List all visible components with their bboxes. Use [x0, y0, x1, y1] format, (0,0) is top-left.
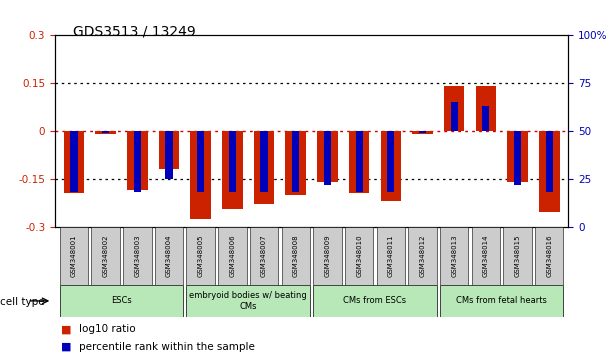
Bar — [503, 227, 532, 285]
Bar — [155, 227, 183, 285]
Bar — [186, 227, 215, 285]
Bar — [134, 131, 141, 192]
Bar — [127, 131, 148, 190]
Bar — [250, 227, 279, 285]
Bar — [387, 131, 395, 192]
Bar — [408, 227, 437, 285]
Bar — [159, 131, 180, 169]
Text: percentile rank within the sample: percentile rank within the sample — [79, 342, 255, 352]
Text: GSM348006: GSM348006 — [229, 234, 235, 277]
Bar — [70, 131, 78, 192]
Bar — [440, 227, 469, 285]
Text: ■: ■ — [61, 342, 71, 352]
Text: cell type: cell type — [0, 297, 45, 307]
Text: ■: ■ — [61, 324, 71, 334]
Bar — [313, 285, 437, 317]
Text: GSM348004: GSM348004 — [166, 234, 172, 277]
Bar — [381, 131, 401, 201]
Text: GSM348011: GSM348011 — [388, 234, 394, 277]
Bar — [535, 227, 563, 285]
Text: GSM348003: GSM348003 — [134, 234, 141, 277]
Bar — [102, 131, 109, 133]
Bar — [166, 131, 173, 179]
Text: GSM348007: GSM348007 — [261, 234, 267, 277]
Bar — [123, 227, 152, 285]
Bar — [507, 131, 528, 182]
Text: GSM348012: GSM348012 — [420, 234, 425, 277]
Bar — [472, 227, 500, 285]
Bar — [186, 285, 310, 317]
Bar — [285, 131, 306, 195]
Bar — [450, 102, 458, 131]
Bar — [313, 227, 342, 285]
Text: CMs from fetal hearts: CMs from fetal hearts — [456, 296, 547, 306]
Text: GSM348014: GSM348014 — [483, 234, 489, 277]
Bar — [324, 131, 331, 184]
Text: GDS3513 / 13249: GDS3513 / 13249 — [73, 25, 196, 39]
Bar — [60, 227, 88, 285]
Text: GSM348010: GSM348010 — [356, 234, 362, 277]
Bar — [514, 131, 521, 184]
Bar — [92, 227, 120, 285]
Bar — [222, 131, 243, 209]
Bar — [317, 131, 338, 182]
Text: ESCs: ESCs — [111, 296, 132, 306]
Text: embryoid bodies w/ beating
CMs: embryoid bodies w/ beating CMs — [189, 291, 307, 310]
Bar — [282, 227, 310, 285]
Bar — [412, 131, 433, 134]
Text: GSM348005: GSM348005 — [198, 234, 203, 277]
Bar — [482, 106, 489, 131]
Bar — [191, 131, 211, 219]
Text: GSM348015: GSM348015 — [514, 234, 521, 277]
Bar — [254, 131, 274, 204]
Bar — [197, 131, 204, 192]
Text: log10 ratio: log10 ratio — [79, 324, 136, 334]
Bar — [444, 86, 464, 131]
Text: CMs from ESCs: CMs from ESCs — [343, 296, 406, 306]
Bar — [95, 131, 116, 134]
Bar — [218, 227, 247, 285]
Bar — [376, 227, 405, 285]
Bar — [229, 131, 236, 192]
Bar — [419, 131, 426, 133]
Text: GSM348013: GSM348013 — [451, 234, 457, 277]
Bar — [260, 131, 268, 192]
Text: GSM348001: GSM348001 — [71, 234, 77, 277]
Bar — [539, 131, 560, 212]
Bar — [546, 131, 553, 192]
Bar — [60, 285, 183, 317]
Text: GSM348008: GSM348008 — [293, 234, 299, 277]
Bar — [349, 131, 370, 193]
Bar — [345, 227, 373, 285]
Text: GSM348016: GSM348016 — [546, 234, 552, 277]
Bar — [440, 285, 563, 317]
Bar — [356, 131, 363, 192]
Text: GSM348002: GSM348002 — [103, 234, 109, 277]
Bar — [64, 131, 84, 193]
Bar — [475, 86, 496, 131]
Bar — [292, 131, 299, 192]
Text: GSM348009: GSM348009 — [324, 234, 331, 277]
